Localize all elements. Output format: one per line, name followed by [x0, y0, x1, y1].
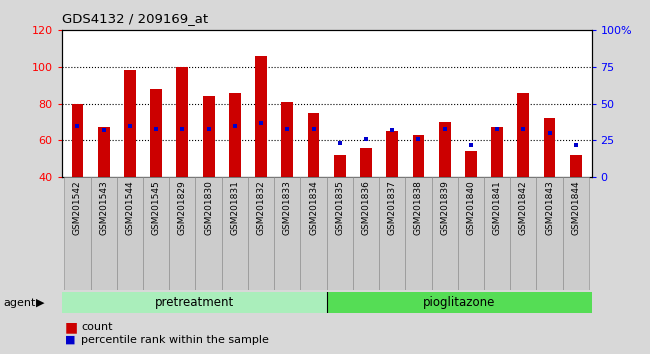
- Bar: [484, 177, 510, 290]
- Text: GSM201844: GSM201844: [571, 181, 580, 235]
- Bar: [98, 127, 110, 177]
- Bar: [117, 177, 143, 290]
- Bar: [432, 177, 458, 290]
- Text: GSM201834: GSM201834: [309, 181, 318, 235]
- Text: agent: agent: [3, 298, 36, 308]
- Bar: [307, 113, 319, 177]
- Bar: [177, 67, 188, 177]
- Text: ▶: ▶: [36, 298, 45, 308]
- Text: GSM201843: GSM201843: [545, 181, 554, 235]
- Text: GSM201833: GSM201833: [283, 181, 292, 235]
- Bar: [222, 177, 248, 290]
- Text: GSM201841: GSM201841: [493, 181, 502, 235]
- Text: ■: ■: [65, 335, 75, 345]
- Bar: [379, 177, 406, 290]
- Bar: [510, 177, 536, 290]
- Bar: [491, 127, 503, 177]
- Text: GSM201835: GSM201835: [335, 181, 345, 235]
- Text: GSM201838: GSM201838: [414, 181, 423, 235]
- Bar: [386, 131, 398, 177]
- Bar: [229, 92, 240, 177]
- Bar: [413, 135, 424, 177]
- Bar: [465, 151, 476, 177]
- Bar: [334, 155, 346, 177]
- Text: GDS4132 / 209169_at: GDS4132 / 209169_at: [62, 12, 208, 25]
- Bar: [563, 177, 589, 290]
- Bar: [360, 148, 372, 177]
- Text: pioglitazone: pioglitazone: [423, 296, 495, 309]
- Bar: [124, 70, 136, 177]
- Text: GSM201840: GSM201840: [466, 181, 475, 235]
- Text: GSM201837: GSM201837: [387, 181, 396, 235]
- Text: ■: ■: [65, 320, 78, 335]
- Bar: [196, 177, 222, 290]
- Bar: [281, 102, 293, 177]
- Bar: [517, 92, 529, 177]
- Bar: [536, 177, 563, 290]
- Bar: [274, 177, 300, 290]
- Bar: [570, 155, 582, 177]
- Bar: [72, 103, 83, 177]
- Bar: [143, 177, 169, 290]
- Text: count: count: [81, 322, 112, 332]
- Text: GSM201542: GSM201542: [73, 181, 82, 235]
- Text: GSM201829: GSM201829: [178, 181, 187, 235]
- Bar: [150, 89, 162, 177]
- Text: GSM201543: GSM201543: [99, 181, 108, 235]
- Bar: [62, 292, 326, 313]
- Bar: [458, 177, 484, 290]
- Bar: [326, 177, 353, 290]
- Text: GSM201545: GSM201545: [151, 181, 161, 235]
- Bar: [406, 177, 432, 290]
- Bar: [353, 177, 379, 290]
- Text: GSM201544: GSM201544: [125, 181, 135, 235]
- Bar: [169, 177, 196, 290]
- Bar: [90, 177, 117, 290]
- Text: GSM201830: GSM201830: [204, 181, 213, 235]
- Bar: [543, 118, 556, 177]
- Bar: [64, 177, 90, 290]
- Bar: [203, 96, 215, 177]
- Text: pretreatment: pretreatment: [155, 296, 234, 309]
- Text: GSM201842: GSM201842: [519, 181, 528, 235]
- Text: percentile rank within the sample: percentile rank within the sample: [81, 335, 269, 345]
- Bar: [326, 292, 592, 313]
- Text: GSM201839: GSM201839: [440, 181, 449, 235]
- Bar: [439, 122, 450, 177]
- Text: GSM201832: GSM201832: [257, 181, 266, 235]
- Bar: [248, 177, 274, 290]
- Text: GSM201836: GSM201836: [361, 181, 370, 235]
- Text: GSM201831: GSM201831: [230, 181, 239, 235]
- Bar: [255, 56, 267, 177]
- Bar: [300, 177, 326, 290]
